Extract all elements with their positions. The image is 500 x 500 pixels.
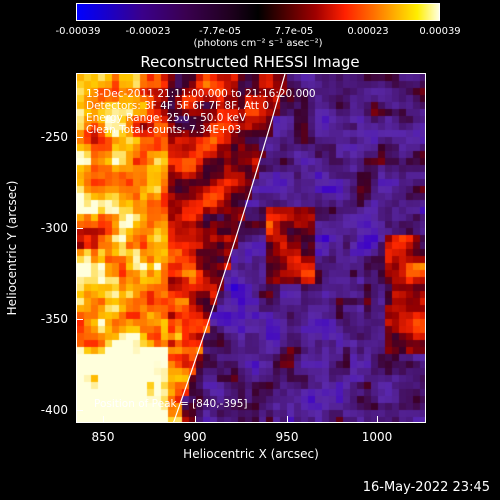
detectors-annotation: Detectors: 3F 4F 5F 6F 7F 8F, Att 0 — [86, 100, 270, 112]
y-tick-label: -300 — [40, 221, 68, 235]
colorbar-tick-label: 7.7e-05 — [274, 26, 314, 37]
time-range-annotation: 13-Dec-2011 21:11:00.000 to 21:16:20.000 — [86, 88, 316, 100]
colorbar-tick-label: -0.00023 — [125, 26, 171, 37]
colorbar-tick-label: 0.00023 — [347, 26, 389, 37]
x-axis-label: Heliocentric X (arcsec) — [183, 447, 319, 461]
x-tick-label: 1000 — [361, 430, 393, 444]
peak-position-annotation: Position of Peak = [840,-395] — [94, 398, 248, 410]
y-tick-label: -250 — [40, 130, 68, 144]
x-tick-label: 850 — [91, 430, 115, 444]
x-tick-label: 900 — [183, 430, 207, 444]
solar-image-plot: 13-Dec-2011 21:11:00.000 to 21:16:20.000… — [76, 73, 426, 423]
colorbar-tick-label: -7.7e-05 — [199, 26, 241, 37]
colorbar-tick-label: -0.00039 — [55, 26, 101, 37]
energy-range-annotation: Energy Range: 25.0 - 50.0 keV — [86, 112, 247, 124]
colorbar-unit-label: (photons cm⁻² s⁻¹ asec⁻²) — [193, 38, 323, 49]
x-tick-mark — [103, 416, 104, 422]
x-tick-mark — [377, 416, 378, 422]
x-tick-mark — [287, 416, 288, 422]
y-tick-label: -400 — [40, 403, 68, 417]
image-title: Reconstructed RHESSI Image — [140, 53, 360, 71]
clean-counts-annotation: Clean Total counts: 7.34E+03 — [86, 124, 242, 136]
y-tick-mark — [77, 137, 83, 138]
y-axis-label: Heliocentric Y (arcsec) — [5, 180, 19, 316]
x-tick-label: 950 — [275, 430, 299, 444]
y-tick-label: -350 — [40, 312, 68, 326]
solar-limb-line — [173, 74, 286, 422]
colorbar-tick-label: 0.00039 — [419, 26, 461, 37]
rhessi-image-canvas — [77, 74, 425, 422]
y-tick-mark — [77, 228, 83, 229]
y-tick-mark — [77, 319, 83, 320]
x-tick-mark — [195, 416, 196, 422]
colorbar — [76, 3, 440, 21]
plot-timestamp: 16-May-2022 23:45 — [362, 480, 490, 495]
y-tick-mark — [77, 410, 83, 411]
